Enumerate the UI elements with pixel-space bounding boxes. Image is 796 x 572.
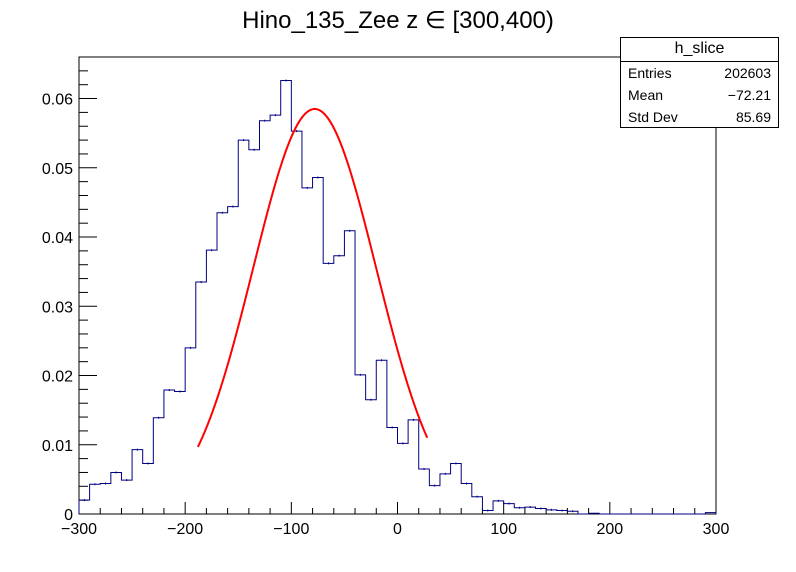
histogram-bin bbox=[323, 263, 334, 514]
x-tick-label: 0 bbox=[393, 521, 402, 538]
histogram-bin bbox=[206, 250, 217, 514]
x-tick-label: −100 bbox=[273, 521, 309, 538]
stats-label: Entries bbox=[628, 65, 672, 81]
stats-box: h_slice Entries 202603 Mean −72.21 Std D… bbox=[620, 37, 779, 128]
histogram-bin bbox=[504, 504, 515, 514]
histogram-bin bbox=[355, 375, 366, 514]
y-tick-label: 0 bbox=[64, 507, 73, 524]
x-tick-label: 200 bbox=[596, 521, 623, 538]
histogram-bin bbox=[185, 348, 196, 514]
y-tick-label: 0.01 bbox=[42, 438, 73, 455]
histogram-bin bbox=[259, 121, 270, 514]
gaussian-fit bbox=[197, 107, 429, 448]
histogram-bin bbox=[461, 484, 472, 514]
stats-row-entries: Entries 202603 bbox=[621, 62, 778, 84]
histogram-bin bbox=[270, 115, 281, 514]
x-tick-label: 300 bbox=[703, 521, 730, 538]
histogram-bin bbox=[429, 486, 440, 514]
histogram-bars bbox=[78, 79, 717, 515]
histogram-bin bbox=[249, 150, 260, 514]
histogram-bin bbox=[217, 213, 228, 514]
histogram-bin bbox=[313, 177, 324, 514]
stats-label: Std Dev bbox=[628, 109, 678, 125]
histogram-bin bbox=[291, 131, 302, 514]
histogram-bin bbox=[419, 469, 430, 514]
histogram-bin bbox=[175, 391, 186, 514]
histogram-bin bbox=[238, 140, 249, 514]
histogram-bin bbox=[302, 188, 313, 514]
histogram-bin bbox=[525, 507, 536, 514]
stats-row-mean: Mean −72.21 bbox=[621, 84, 778, 106]
histogram-bin bbox=[164, 390, 175, 514]
x-tick-label: −300 bbox=[61, 521, 97, 538]
histogram-bin bbox=[121, 480, 132, 514]
stats-row-stddev: Std Dev 85.69 bbox=[621, 106, 778, 128]
histogram-bin bbox=[387, 427, 398, 514]
x-tick-label: 100 bbox=[490, 521, 517, 538]
axes: −300 −200 −100 0 100 200 300 0 0.01 0.02 0.03 0.04 0… bbox=[42, 70, 730, 538]
stats-value: 202603 bbox=[724, 65, 771, 81]
histogram-bin bbox=[334, 256, 345, 514]
histogram-outline bbox=[78, 80, 717, 515]
histogram-bin bbox=[493, 501, 504, 514]
histogram-bin bbox=[111, 472, 122, 514]
histogram-bin bbox=[132, 450, 143, 514]
chart-title: Hino_135_Zee z ∈ [300,400) bbox=[242, 7, 554, 34]
histogram-bin bbox=[196, 282, 207, 514]
y-tick-label: 0.03 bbox=[42, 299, 73, 316]
histogram-bin bbox=[376, 360, 387, 514]
stats-value: 85.69 bbox=[735, 109, 771, 125]
histogram-bin bbox=[153, 418, 164, 514]
stats-label: Mean bbox=[628, 87, 664, 103]
histogram-bin bbox=[344, 231, 355, 514]
histogram-bin bbox=[366, 400, 377, 514]
histogram-bin bbox=[451, 463, 462, 514]
y-tick-label: 0.05 bbox=[42, 161, 73, 178]
histogram-bin bbox=[90, 484, 101, 514]
histogram-bin bbox=[472, 497, 483, 514]
stats-value: −72.21 bbox=[727, 87, 771, 103]
histogram-bin bbox=[79, 500, 90, 514]
histogram-bin bbox=[408, 420, 419, 514]
histogram-bin bbox=[143, 463, 154, 514]
y-tick-label: 0.06 bbox=[42, 92, 73, 109]
fit-curve bbox=[197, 107, 429, 448]
y-tick-label: 0.04 bbox=[42, 230, 73, 247]
histogram-bin bbox=[398, 443, 409, 514]
histogram-bin bbox=[440, 474, 451, 514]
histogram-bin bbox=[281, 81, 292, 514]
stats-box-title: h_slice bbox=[621, 38, 778, 62]
x-tick-label: −200 bbox=[167, 521, 203, 538]
y-tick-label: 0.02 bbox=[42, 369, 73, 386]
histogram-bin bbox=[100, 484, 111, 514]
